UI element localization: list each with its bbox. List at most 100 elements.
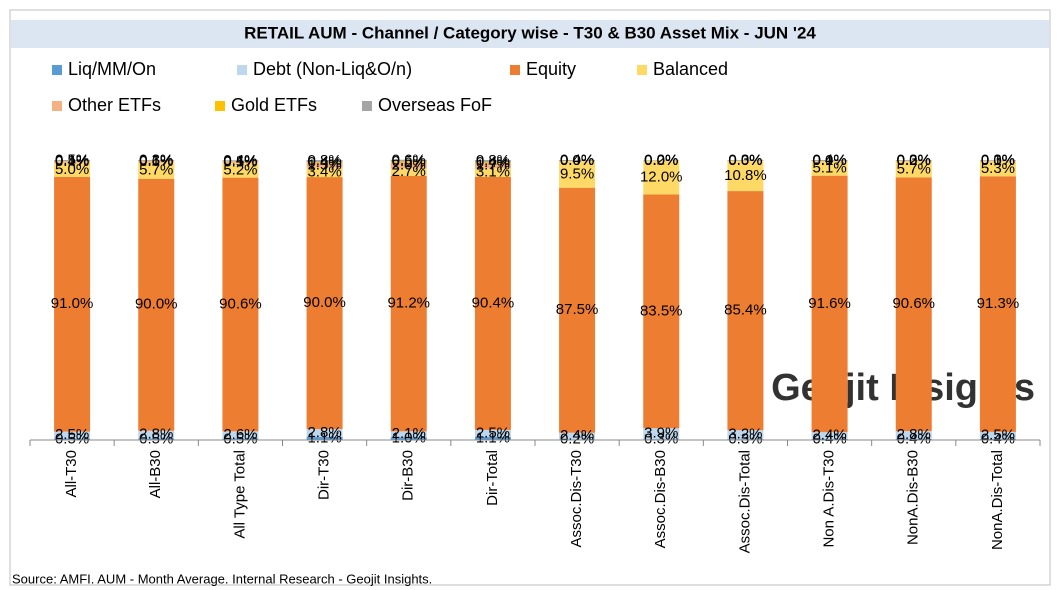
data-label: 0.4% (981, 430, 1015, 447)
bar-segment (643, 160, 680, 195)
bar-segment (138, 162, 175, 179)
legend-label: Balanced (653, 59, 728, 79)
data-label: 2.5% (981, 426, 1015, 443)
data-label: 0.3% (897, 151, 931, 168)
bar-segment (895, 431, 932, 439)
bar-segment (474, 168, 511, 177)
data-label: 5.7% (897, 160, 931, 177)
data-label: 1.1% (307, 429, 341, 446)
bar-segment (306, 163, 343, 168)
data-label: 91.3% (977, 295, 1020, 312)
data-label: 3.9% (644, 425, 678, 442)
data-label: 0.0% (728, 152, 762, 169)
x-tick-label: Assoc.Dis-Total (736, 450, 753, 553)
data-label: 0.0% (644, 152, 678, 169)
legend-swatch (637, 65, 647, 75)
data-label: 83.5% (640, 302, 683, 319)
bar-segment (138, 438, 175, 440)
data-label: 0.0% (560, 152, 594, 169)
data-label: 0.8% (476, 152, 510, 169)
data-label: 0.4% (55, 153, 89, 170)
legend-swatch (237, 65, 247, 75)
x-tick-label: NonA.Dis-B30 (905, 450, 922, 545)
data-label: 0.4% (476, 154, 510, 171)
x-tick-label: Dir-B30 (400, 450, 417, 501)
data-label: 0.1% (55, 153, 89, 170)
bar-segment (559, 160, 596, 162)
data-label: 2.4% (812, 426, 846, 443)
data-label: 2.6% (223, 426, 257, 443)
bar-segment (222, 161, 259, 164)
data-label: 12.0% (640, 169, 683, 186)
chart-frame (9, 9, 1051, 586)
data-label: 2.5% (55, 426, 89, 443)
bar-segment (222, 160, 259, 162)
data-label: 85.4% (724, 302, 767, 319)
legend-label: Gold ETFs (231, 95, 317, 115)
bar-segment (306, 167, 343, 178)
data-label: 0.4% (812, 152, 846, 169)
data-label: 0.3% (728, 431, 762, 448)
bar-segment (222, 163, 259, 178)
data-label: 90.0% (135, 296, 178, 313)
bar-segment (895, 438, 932, 440)
data-label: 0.2% (644, 152, 678, 169)
bar-segment (811, 438, 848, 440)
bar-segment (54, 160, 91, 162)
bar-segment (474, 163, 511, 169)
bar-segment (727, 430, 764, 440)
data-label: 1.5% (307, 156, 341, 173)
legend-swatch (52, 101, 62, 111)
data-label: 0.5% (392, 153, 426, 170)
bar-segment (138, 160, 175, 161)
data-label: 5.7% (139, 162, 173, 179)
bar-segment (306, 160, 343, 163)
x-tick-label: Assoc.Dis-T30 (568, 450, 585, 548)
bar-segment (54, 162, 91, 177)
bar-segment (727, 160, 764, 192)
data-label: 0.2% (897, 152, 931, 169)
data-label: 0.0% (560, 152, 594, 169)
bar-segment (138, 430, 175, 439)
bar-segment (979, 431, 1016, 439)
bar-segment (643, 428, 680, 440)
data-label: 0.5% (139, 430, 173, 447)
data-label: 90.6% (219, 295, 262, 312)
data-label: 91.0% (51, 295, 94, 312)
bar-segment (811, 161, 848, 176)
x-tick-label: All-T30 (63, 450, 80, 498)
bar-segment (390, 161, 427, 163)
bar-segment (54, 161, 91, 163)
data-label: 0.5% (223, 430, 257, 447)
data-label: 5.3% (981, 160, 1015, 177)
data-label: 3.2% (728, 426, 762, 443)
bar-segment (390, 175, 427, 432)
bar-segment (895, 160, 932, 161)
legend-label: Overseas FoF (378, 95, 492, 115)
bar-segment (54, 438, 91, 440)
bar-segment (222, 177, 259, 432)
data-label: 0.5% (55, 430, 89, 447)
legend-label: Liq/MM/On (68, 59, 156, 79)
data-label: 10.8% (724, 167, 767, 184)
data-label: 0.6% (139, 153, 173, 170)
x-tick-label: Dir-Total (484, 450, 501, 506)
data-label: 0.1% (139, 152, 173, 169)
x-tick-label: Non A.Dis-T30 (821, 450, 838, 548)
bar-segment (895, 177, 932, 432)
bar-segment (306, 177, 343, 430)
bar-segment (811, 175, 848, 433)
data-label: 0.4% (897, 430, 931, 447)
bar-segment (222, 431, 259, 439)
bar-segment (979, 160, 1016, 162)
data-label: 0.5% (223, 153, 257, 170)
data-label: 0.1% (981, 152, 1015, 169)
bar-segment (979, 161, 1016, 177)
data-label: 0.5% (55, 152, 89, 169)
data-label: 2.4% (560, 427, 594, 444)
legend-label: Equity (526, 59, 576, 79)
bar-segment (474, 176, 511, 430)
data-label: 0.0% (644, 152, 678, 169)
bar-segment (811, 160, 848, 162)
bar-segment (54, 176, 91, 432)
